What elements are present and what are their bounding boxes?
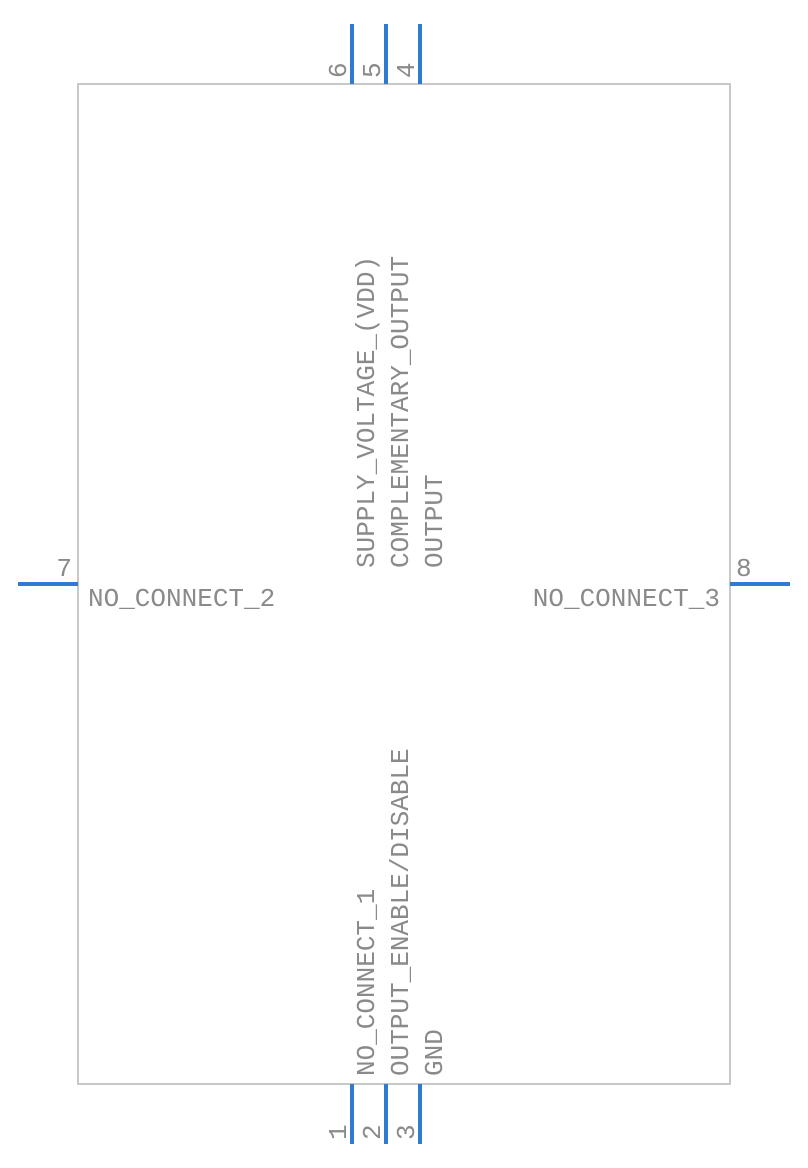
pin-1-number: 1 <box>324 1124 354 1140</box>
pin-5-number: 5 <box>358 62 388 78</box>
pin-3-label: GND <box>420 1029 450 1076</box>
pin-1-label: NO_CONNECT_1 <box>352 889 382 1076</box>
pin-5-label: COMPLEMENTARY_OUTPUT <box>386 256 416 568</box>
pin-6-number: 6 <box>324 62 354 78</box>
pin-2-label: OUTPUT_ENABLE/DISABLE <box>386 748 416 1076</box>
pin-3-number: 3 <box>392 1124 422 1140</box>
pin-4-label: OUTPUT <box>420 474 450 568</box>
pin-8-number: 8 <box>736 554 752 584</box>
pin-7-label: NO_CONNECT_2 <box>88 584 275 614</box>
pin-7-number: 7 <box>56 554 72 584</box>
pin-8-label: NO_CONNECT_3 <box>533 584 720 614</box>
schematic-symbol: 6 SUPPLY_VOLTAGE_(VDD) 5 COMPLEMENTARY_OUTP… <box>0 0 808 1168</box>
pin-6-label: SUPPLY_VOLTAGE_(VDD) <box>352 256 382 568</box>
pin-2-number: 2 <box>358 1124 388 1140</box>
pin-4-number: 4 <box>392 62 422 78</box>
